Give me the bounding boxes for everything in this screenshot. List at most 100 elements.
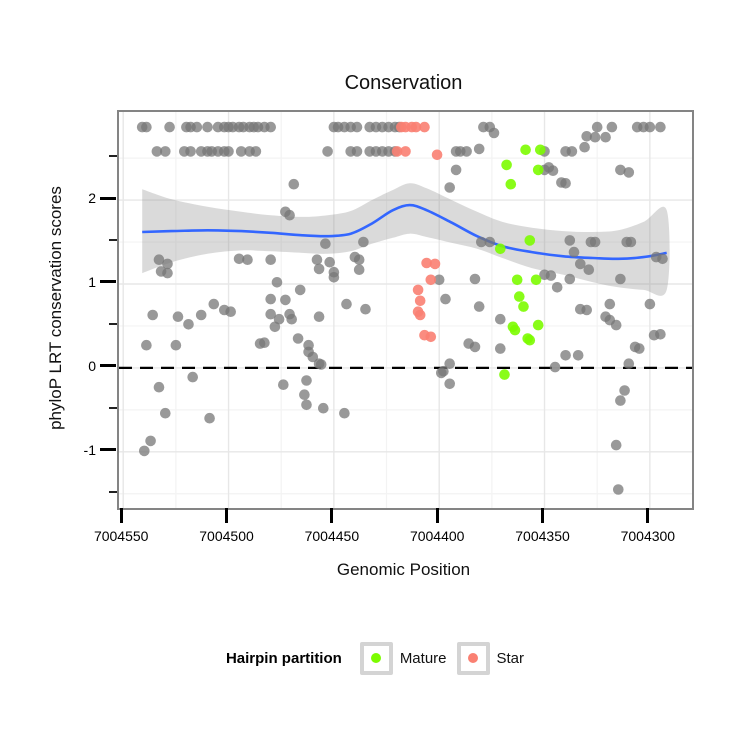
- data-point: [320, 238, 331, 249]
- data-point: [187, 372, 198, 383]
- data-point: [613, 484, 624, 495]
- data-point: [592, 122, 603, 133]
- data-point: [430, 259, 441, 270]
- data-point: [272, 277, 283, 288]
- x-axis-tick-label: 7004350: [501, 528, 585, 544]
- data-point: [655, 329, 666, 340]
- data-point: [605, 299, 616, 310]
- data-point: [147, 310, 158, 321]
- data-point: [440, 294, 451, 305]
- x-axis-tick-label: 7004500: [185, 528, 269, 544]
- data-point: [164, 122, 175, 133]
- legend-label-mature: Mature: [400, 650, 447, 667]
- data-point: [573, 350, 584, 361]
- data-point: [318, 403, 329, 414]
- x-axis-tick: [646, 508, 649, 523]
- data-point: [611, 440, 622, 451]
- points-other: [137, 122, 668, 495]
- data-point: [535, 145, 546, 156]
- data-point: [514, 291, 525, 302]
- data-point: [474, 301, 485, 312]
- data-point: [520, 145, 531, 156]
- data-point: [489, 128, 500, 139]
- y-axis-minor-tick: [109, 407, 117, 409]
- data-point: [160, 146, 171, 157]
- data-point: [289, 179, 300, 190]
- data-point: [354, 254, 365, 265]
- data-point: [581, 305, 592, 316]
- data-point: [293, 333, 304, 344]
- data-point: [634, 343, 645, 354]
- data-point: [270, 322, 281, 333]
- plot-panel: [117, 110, 694, 510]
- x-axis-tick: [120, 508, 123, 523]
- data-point: [139, 446, 150, 457]
- data-point: [314, 311, 325, 322]
- data-point: [645, 122, 656, 133]
- data-point: [339, 408, 350, 419]
- y-axis-minor-tick: [109, 239, 117, 241]
- data-point: [286, 314, 297, 325]
- data-point: [624, 358, 635, 369]
- data-point: [607, 122, 618, 133]
- data-point: [560, 350, 571, 361]
- data-point: [474, 144, 485, 155]
- conservation-plot-figure: Conservation 700455070045007004450700440…: [0, 0, 750, 750]
- data-point: [141, 340, 152, 351]
- x-axis-tick-label: 7004400: [395, 528, 479, 544]
- data-point: [611, 320, 622, 331]
- data-point: [183, 319, 194, 330]
- data-point: [619, 385, 630, 396]
- data-point: [242, 254, 253, 265]
- data-point: [322, 146, 333, 157]
- data-point: [451, 165, 462, 176]
- y-axis-tick: [100, 364, 116, 367]
- data-point: [419, 122, 430, 133]
- data-point: [438, 366, 449, 377]
- data-point: [352, 146, 363, 157]
- data-point: [265, 122, 276, 133]
- data-point: [280, 295, 291, 306]
- y-axis-tick-label: -1: [42, 442, 96, 458]
- data-point: [265, 254, 276, 265]
- data-point: [204, 413, 215, 424]
- plot-svg: [119, 112, 692, 508]
- x-axis-tick-label: 7004450: [290, 528, 374, 544]
- y-axis-minor-tick: [109, 323, 117, 325]
- data-point: [590, 237, 601, 248]
- data-point: [360, 304, 371, 315]
- data-point: [173, 311, 184, 322]
- data-point: [525, 235, 536, 246]
- x-axis-title: Genomic Position: [117, 560, 690, 580]
- data-point: [552, 282, 563, 293]
- data-point: [259, 337, 270, 348]
- data-point: [495, 343, 506, 354]
- data-point: [655, 122, 666, 133]
- data-point: [295, 285, 306, 296]
- legend-title: Hairpin partition: [226, 650, 342, 667]
- y-axis-tick: [100, 448, 116, 451]
- data-point: [550, 362, 561, 373]
- data-point: [444, 182, 455, 193]
- data-point: [584, 264, 595, 275]
- data-point: [413, 285, 424, 296]
- data-point: [501, 160, 512, 171]
- data-point: [470, 342, 481, 353]
- x-axis-tick-label: 7004550: [79, 528, 163, 544]
- data-point: [615, 395, 626, 406]
- data-point: [645, 299, 656, 310]
- data-point: [171, 340, 182, 351]
- y-axis-minor-tick: [109, 491, 117, 493]
- data-point: [506, 179, 517, 190]
- data-point: [518, 301, 529, 312]
- data-point: [154, 382, 165, 393]
- data-point: [590, 132, 601, 143]
- data-point: [314, 264, 325, 275]
- data-point: [579, 142, 590, 153]
- data-point: [145, 436, 156, 447]
- data-point: [354, 264, 365, 275]
- data-point: [560, 178, 571, 189]
- legend-item-star: Star: [457, 642, 525, 675]
- data-point: [626, 237, 637, 248]
- data-point: [329, 272, 340, 283]
